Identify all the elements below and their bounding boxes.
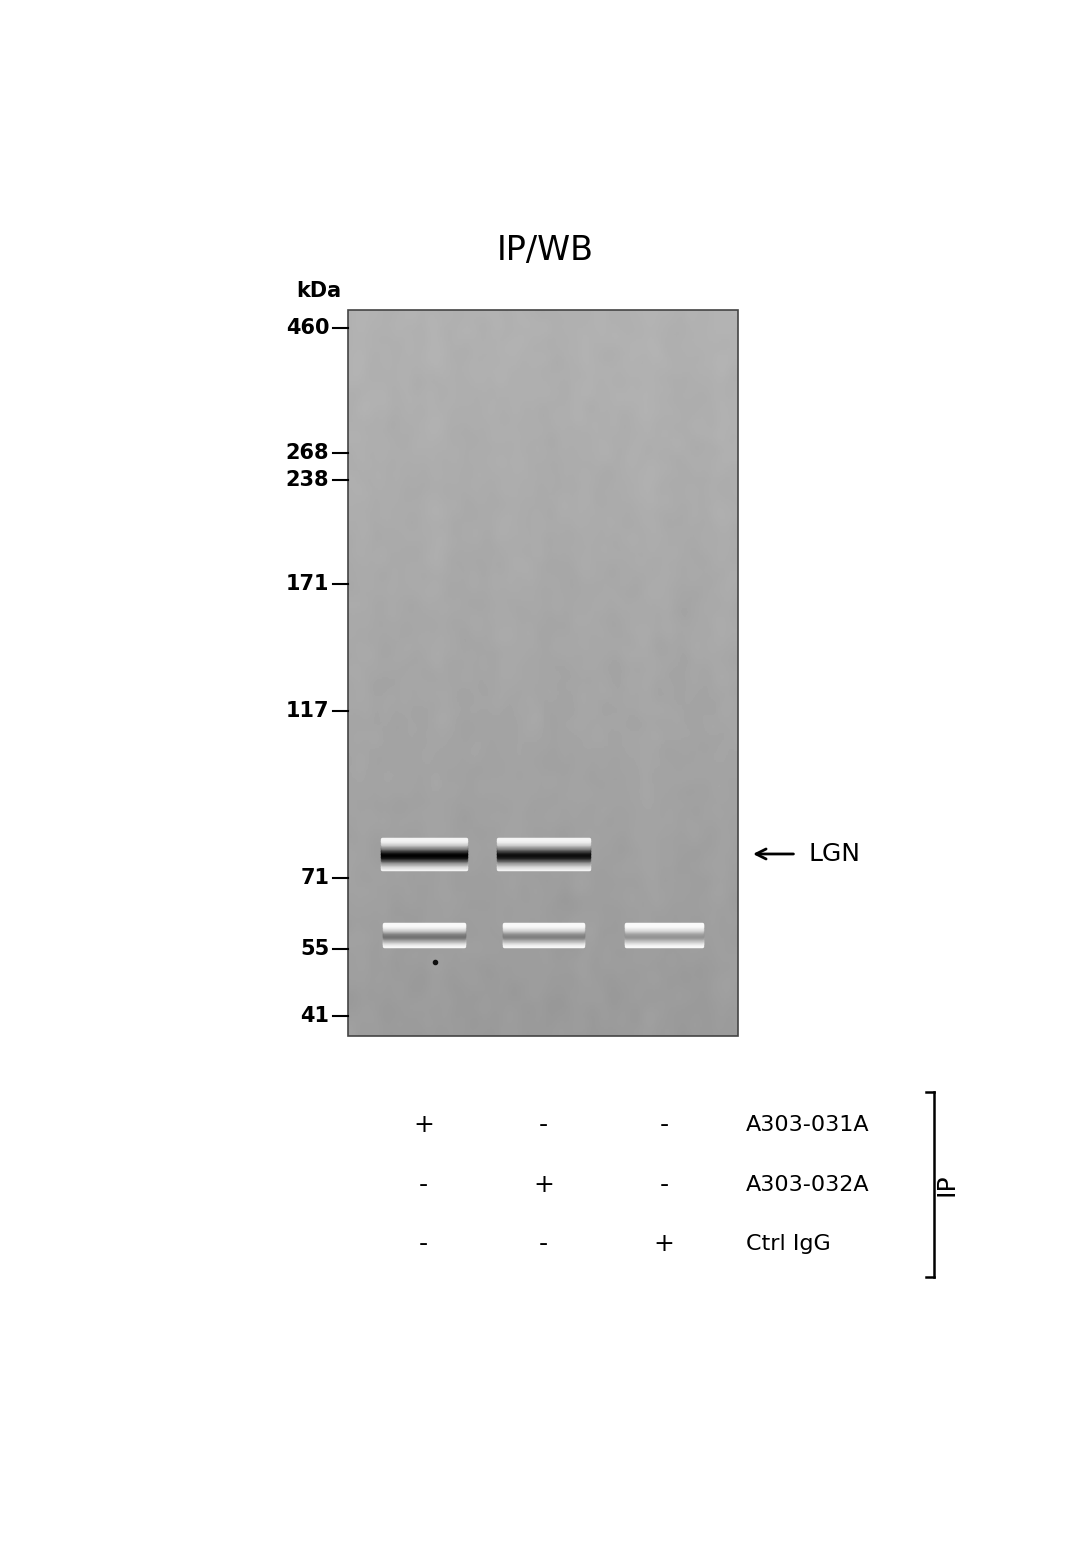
Text: 268: 268 [286, 443, 329, 464]
Text: -: - [539, 1114, 548, 1137]
Bar [349, 311, 738, 1037]
Text: 71: 71 [300, 868, 329, 888]
Text: kDa: kDa [297, 281, 341, 301]
Text: +: + [414, 1114, 434, 1137]
Text: -: - [419, 1233, 429, 1256]
Text: IP: IP [935, 1173, 959, 1196]
Text: Ctrl IgG: Ctrl IgG [746, 1234, 831, 1255]
Text: A303-031A: A303-031A [746, 1115, 869, 1136]
Text: -: - [660, 1173, 669, 1197]
Text: A303-032A: A303-032A [746, 1174, 869, 1194]
Text: 460: 460 [286, 318, 329, 338]
Text: -: - [539, 1233, 548, 1256]
Text: +: + [534, 1173, 554, 1197]
Text: IP/WB: IP/WB [497, 235, 594, 267]
Text: LGN: LGN [809, 842, 861, 867]
Text: 55: 55 [300, 939, 329, 959]
Text: -: - [419, 1173, 429, 1197]
Text: -: - [660, 1114, 669, 1137]
Text: 41: 41 [300, 1006, 329, 1026]
Text: 238: 238 [286, 470, 329, 490]
Text: 171: 171 [286, 573, 329, 593]
Text: +: + [653, 1233, 674, 1256]
Text: 117: 117 [286, 701, 329, 722]
